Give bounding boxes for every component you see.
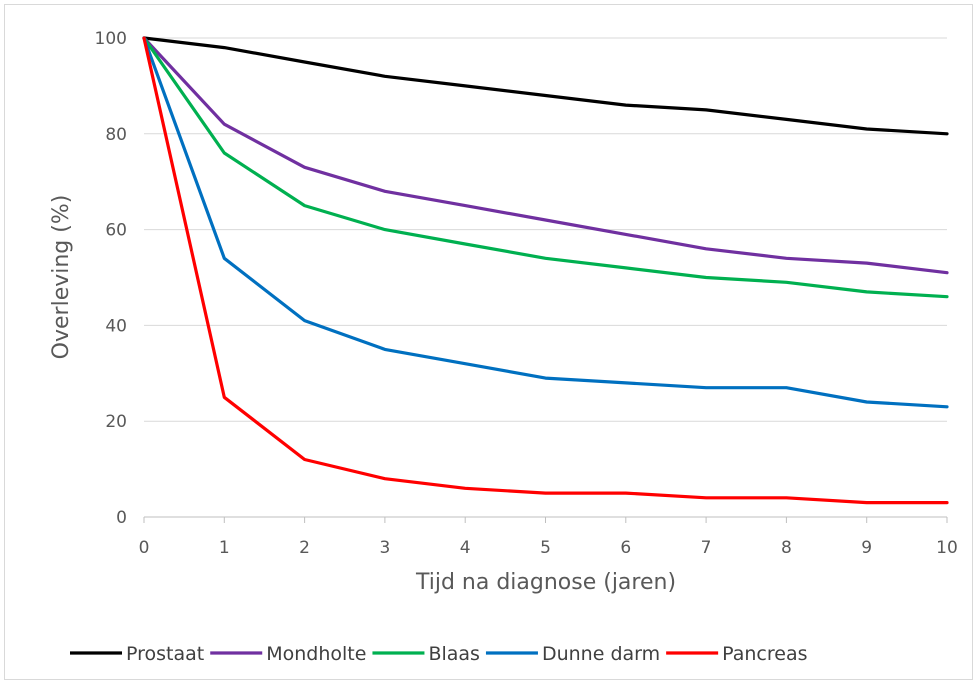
y-tick-label: 0 [116,508,127,528]
series-line-pancreas [142,36,949,505]
series-line-mondholte [142,36,949,275]
legend-label-dunne-darm: Dunne darm [542,643,660,665]
legend-label-pancreas: Pancreas [722,643,807,665]
y-axis-title: Overleving (%) [49,195,74,360]
y-tick-labels: 0 20 40 60 80 100 [95,29,127,528]
x-tick-label: 7 [701,538,712,558]
chart-frame [4,4,973,680]
y-tick-label: 60 [105,221,127,241]
axes [143,516,948,523]
x-tick-label: 9 [861,538,872,558]
y-tick-label: 20 [105,412,127,432]
x-tick-label: 3 [379,538,390,558]
x-tick-label: 5 [540,538,551,558]
legend-label-blaas: Blaas [428,643,480,665]
series-line-prostaat [142,36,949,136]
x-tick-labels: 0 1 2 3 4 5 6 7 8 9 10 [139,538,958,558]
gridlines [144,37,947,422]
series-line-blaas [142,36,949,299]
x-tick-label: 4 [460,538,471,558]
x-tick-label: 6 [620,538,631,558]
series-line-dunne-darm [142,36,949,409]
x-tick-label: 10 [936,538,958,558]
legend-label-prostaat: Prostaat [126,643,204,665]
y-tick-label: 100 [95,29,127,49]
series-lines [142,36,949,505]
y-tick-label: 40 [105,316,127,336]
legend: Prostaat Mondholte Blaas Dunne darm Pancreas [70,643,808,665]
x-tick-label: 0 [139,538,150,558]
legend-label-mondholte: Mondholte [266,643,366,665]
x-tick-label: 2 [299,538,310,558]
x-tick-label: 8 [781,538,792,558]
x-tick-label: 1 [219,538,230,558]
y-tick-label: 80 [105,125,127,145]
x-axis-title: Tijd na diagnose (jaren) [415,570,676,595]
